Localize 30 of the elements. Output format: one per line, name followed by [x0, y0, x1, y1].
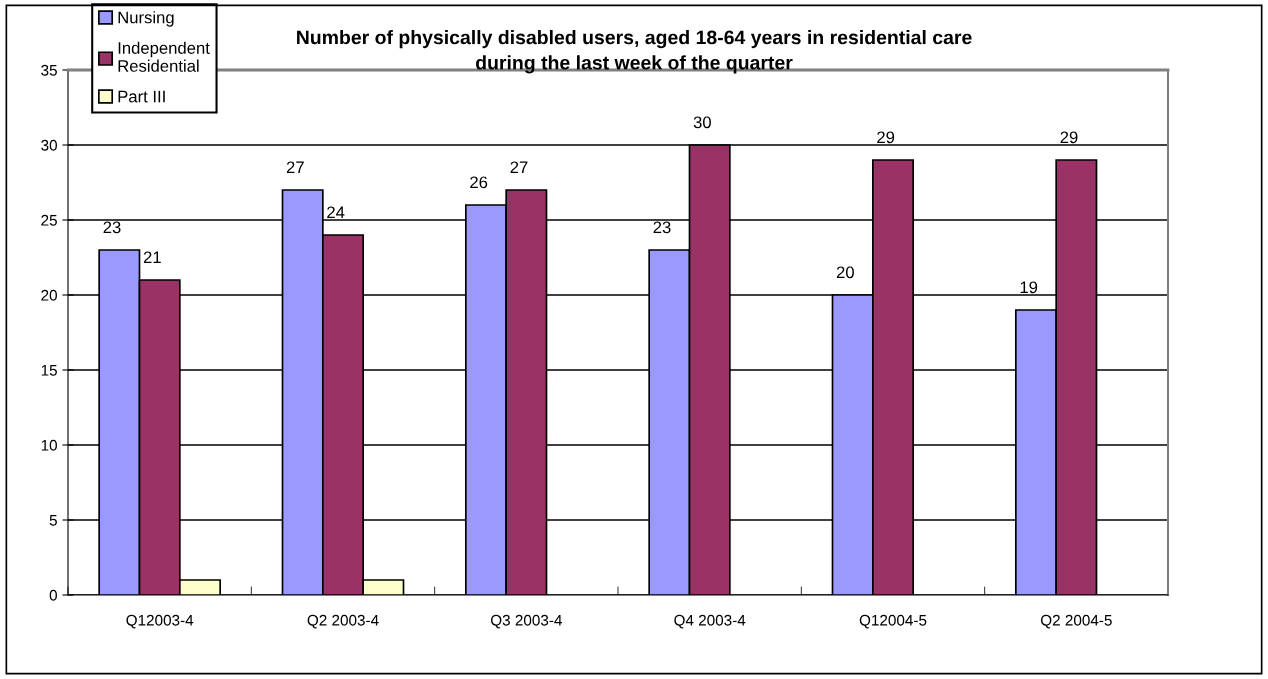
x-tick-label: Q12003-4 — [126, 614, 194, 629]
data-label: 20 — [836, 266, 854, 279]
legend-label: Independent Residential — [118, 41, 210, 72]
y-tick-label: 15 — [41, 365, 57, 376]
data-label: 30 — [693, 116, 711, 129]
x-tick-label: Q12004-5 — [859, 614, 927, 629]
data-label: 27 — [510, 161, 528, 174]
chart-title: Number of physically disabled users, aged 18-64 years in residential care during the last week of the quarter — [297, 30, 972, 74]
data-label: 29 — [877, 131, 895, 144]
data-label: 26 — [470, 176, 488, 189]
data-label: 24 — [327, 206, 345, 219]
legend-label: Nursing — [118, 11, 174, 27]
data-label: 19 — [1020, 281, 1038, 294]
y-tick-label: 30 — [41, 139, 57, 151]
x-tick-label: Q2 2003-4 — [307, 614, 379, 629]
data-label: 23 — [653, 221, 671, 234]
x-tick-label: Q3 2003-4 — [490, 614, 562, 629]
y-tick-label: 20 — [41, 289, 57, 301]
x-tick-label: Q4 2003-4 — [674, 614, 746, 629]
x-tick-label: Q2 2004-5 — [1040, 614, 1112, 629]
y-tick-label: 35 — [41, 64, 57, 76]
data-label: 21 — [143, 251, 161, 264]
data-label: 29 — [1060, 131, 1078, 144]
data-label: 27 — [286, 161, 304, 174]
y-tick-label: 0 — [49, 589, 57, 601]
y-tick-label: 25 — [41, 214, 57, 226]
y-tick-label: 10 — [41, 439, 57, 451]
data-label: 23 — [103, 221, 121, 234]
legend-label: Part III — [118, 90, 165, 103]
y-tick-label: 5 — [49, 515, 57, 526]
